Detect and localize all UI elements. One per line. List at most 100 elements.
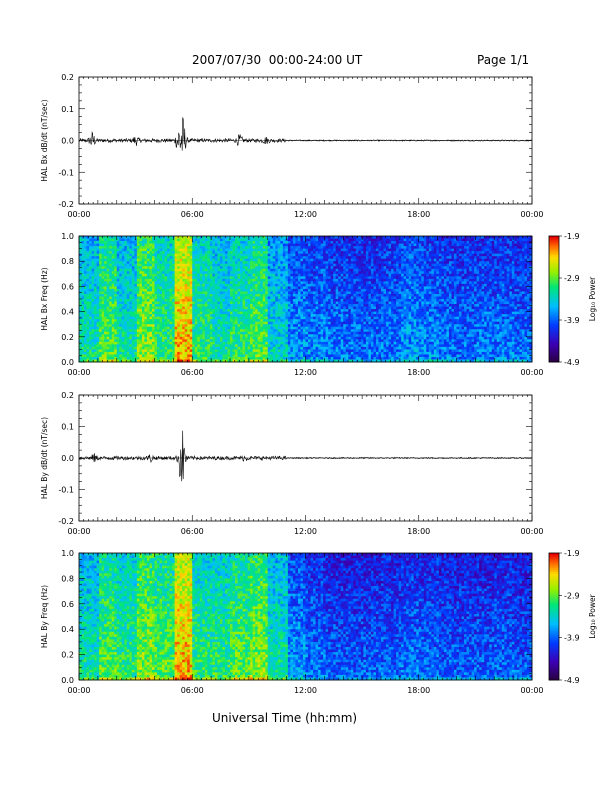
spectrogram-cell: [172, 337, 175, 340]
spectrogram-cell: [122, 264, 125, 267]
spectrogram-cell: [132, 332, 135, 335]
spectrogram-cell: [180, 249, 183, 252]
spectrogram-cell: [182, 352, 185, 355]
spectrogram-cell: [197, 296, 200, 299]
spectrogram-cell: [195, 352, 198, 355]
spectrogram-cell: [192, 269, 195, 272]
spectrogram-cell: [175, 312, 178, 315]
spectrogram-cell: [107, 296, 110, 299]
spectrogram-cell: [268, 289, 271, 292]
spectrogram-cell: [265, 299, 268, 302]
spectrogram-cell: [303, 347, 306, 350]
spectrogram-cell: [278, 314, 281, 317]
spectrogram-cell: [104, 309, 107, 312]
spectrogram-cell: [227, 276, 230, 279]
spectrogram-cell: [275, 251, 278, 254]
spectrogram-cell: [290, 314, 293, 317]
spectrogram-cell: [260, 284, 263, 287]
spectrogram-cell: [260, 344, 263, 347]
spectrogram-cell: [250, 337, 253, 340]
spectrogram-cell: [155, 344, 158, 347]
spectrogram-cell: [104, 236, 107, 239]
spectrogram-cell: [293, 279, 296, 282]
spectrogram-cell: [220, 284, 223, 287]
spectrogram-cell: [295, 251, 298, 254]
spectrogram-cell: [162, 239, 165, 242]
spectrogram-cell: [87, 294, 90, 297]
spectrogram-cell: [268, 284, 271, 287]
spectrogram-cell: [230, 337, 233, 340]
spectrogram-cell: [134, 304, 137, 307]
spectrogram-cell: [160, 309, 163, 312]
spectrogram-cell: [79, 312, 82, 315]
spectrogram-cell: [316, 296, 319, 299]
spectrogram-cell: [313, 269, 316, 272]
spectrogram-cell: [172, 274, 175, 277]
spectrogram-cell: [200, 352, 203, 355]
spectrogram-cell: [192, 317, 195, 320]
spectrogram-cell: [260, 332, 263, 335]
spectrogram-cell: [255, 289, 258, 292]
spectrogram-cell: [129, 281, 132, 284]
spectrogram-cell: [97, 337, 100, 340]
spectrogram-cell: [207, 266, 210, 269]
spectrogram-cell: [233, 319, 236, 322]
spectrogram-cell: [102, 317, 105, 320]
spectrogram-cell: [180, 286, 183, 289]
spectrogram-cell: [190, 337, 193, 340]
spectrogram-cell: [117, 274, 120, 277]
spectrogram-cell: [290, 347, 293, 350]
spectrogram-cell: [102, 241, 105, 244]
spectrogram-cell: [172, 317, 175, 320]
spectrogram-cell: [222, 324, 225, 327]
spectrogram-cell: [172, 289, 175, 292]
spectrogram-cell: [250, 291, 253, 294]
spectrogram-cell: [288, 291, 291, 294]
spectrogram-cell: [162, 302, 165, 305]
spectrogram-cell: [182, 289, 185, 292]
spectrogram-cell: [119, 342, 122, 345]
spectrogram-cell: [149, 239, 152, 242]
spectrogram-cell: [119, 319, 122, 322]
spectrogram-cell: [119, 251, 122, 254]
spectrogram-cell: [240, 241, 243, 244]
spectrogram-cell: [300, 347, 303, 350]
spectrogram-cell: [119, 357, 122, 360]
spectrogram-cell: [134, 339, 137, 342]
spectrogram-cell: [134, 352, 137, 355]
spectrogram-cell: [238, 286, 241, 289]
spectrogram-cell: [175, 299, 178, 302]
spectrogram-cell: [152, 279, 155, 282]
spectrogram-cell: [129, 347, 132, 350]
spectrogram-cell: [175, 357, 178, 360]
spectrogram-cell: [157, 269, 160, 272]
spectrogram-cell: [139, 264, 142, 267]
spectrogram-cell: [147, 334, 150, 337]
spectrogram-cell: [132, 307, 135, 310]
spectrogram-cell: [122, 307, 125, 310]
spectrogram-cell: [142, 304, 145, 307]
spectrogram-cell: [263, 276, 266, 279]
spectrogram-cell: [157, 271, 160, 274]
spectrogram-cell: [253, 276, 256, 279]
spectrogram-cell: [306, 251, 309, 254]
spectrogram-cell: [308, 286, 311, 289]
spectrogram-cell: [265, 339, 268, 342]
spectrogram-cell: [283, 302, 286, 305]
spectrogram-cell: [139, 284, 142, 287]
spectrogram-cell: [175, 332, 178, 335]
spectrogram-cell: [182, 327, 185, 330]
spectrogram-cell: [177, 259, 180, 262]
spectrogram-cell: [139, 271, 142, 274]
spectrogram-cell: [220, 254, 223, 257]
spectrogram-cell: [102, 324, 105, 327]
spectrogram-cell: [124, 354, 127, 357]
spectrogram-cell: [170, 352, 173, 355]
spectrogram-cell: [255, 259, 258, 262]
spectrogram-cell: [248, 289, 251, 292]
spectrogram-cell: [127, 286, 130, 289]
spectrogram-cell: [119, 279, 122, 282]
spectrogram-cell: [202, 319, 205, 322]
spectrogram-cell: [192, 349, 195, 352]
spectrogram-cell: [255, 281, 258, 284]
